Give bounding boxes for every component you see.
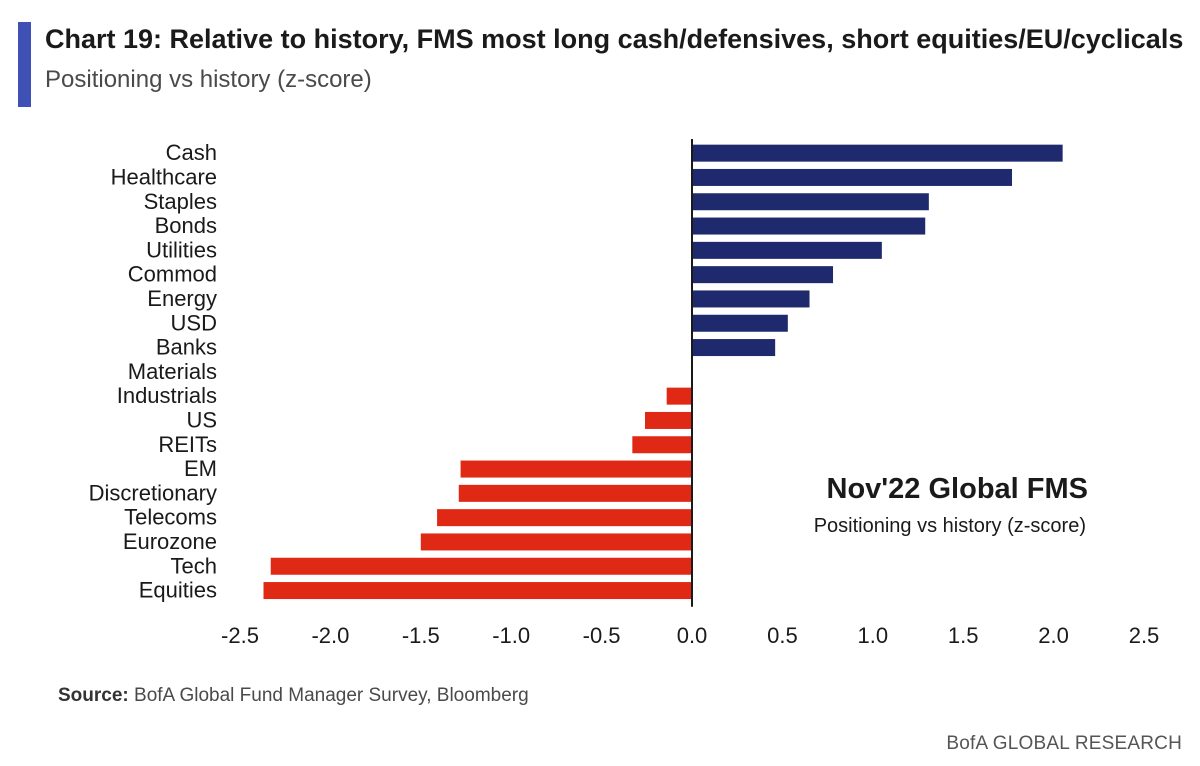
chart-inset-title: Nov'22 Global FMS [827,473,1089,505]
category-label: Banks [156,335,217,360]
category-label: Discretionary [89,480,217,505]
category-label: Healthcare [111,164,217,189]
x-tick-label: 2.5 [1129,623,1160,648]
x-tick-label: -2.5 [221,623,259,648]
x-tick-label: 2.0 [1038,623,1069,648]
chart-inset-subtitle: Positioning vs history (z-score) [814,515,1086,537]
x-tick-label: 1.5 [948,623,979,648]
x-tick-label: -1.0 [492,623,530,648]
category-label: Tech [171,553,217,578]
category-label: Commod [128,262,217,287]
bar-eurozone [420,533,692,551]
bar-staples [692,193,929,211]
bar-energy [692,290,810,308]
category-label: Energy [147,286,217,311]
category-label: Staples [144,189,217,214]
category-label: Eurozone [123,529,217,554]
bar-industrials [666,387,692,405]
category-label: US [186,407,217,432]
category-label: Industrials [117,383,217,408]
bar-cash [692,144,1063,162]
category-label: Telecoms [124,505,217,530]
category-label: Equities [139,578,217,603]
source-text: BofA Global Fund Manager Survey, Bloombe… [128,685,529,706]
source-note: Source: BofA Global Fund Manager Survey,… [58,685,529,707]
brand-label: BofA GLOBAL RESEARCH [946,733,1182,754]
category-label: Bonds [155,213,217,238]
bar-us [644,411,692,429]
bar-bonds [692,217,926,235]
bar-em [460,460,692,478]
page-title: Chart 19: Relative to history, FMS most … [45,24,1184,54]
category-label: Cash [166,140,217,165]
bar-tech [270,557,692,575]
bar-utilities [692,241,882,259]
bar-usd [692,314,788,332]
page-subtitle: Positioning vs history (z-score) [45,66,372,93]
bar-commod [692,266,834,284]
bar-telecoms [437,509,692,527]
bar-equities [263,582,692,600]
x-tick-label: -2.0 [311,623,349,648]
category-label: EM [184,456,217,481]
category-label: REITs [158,432,217,457]
bar-reits [632,436,692,454]
x-tick-label: -1.5 [402,623,440,648]
source-label: Source: [58,685,129,706]
bar-healthcare [692,168,1013,186]
bar-banks [692,339,776,357]
x-tick-label: -0.5 [583,623,621,648]
x-tick-label: 0.0 [677,623,708,648]
x-tick-label: 0.5 [767,623,798,648]
title-accent-bar [18,22,31,107]
x-tick-label: 1.0 [858,623,889,648]
bar-discretionary [458,484,692,502]
category-label: Utilities [146,237,217,262]
category-label: Materials [128,359,217,384]
category-label: USD [171,310,217,335]
